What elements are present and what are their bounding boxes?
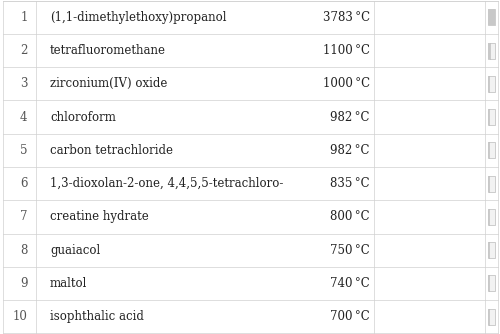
Text: 750 °C: 750 °C (330, 244, 370, 257)
Bar (488, 309, 489, 325)
Text: 9: 9 (20, 277, 28, 290)
Bar (488, 142, 490, 158)
Text: 700 °C: 700 °C (330, 310, 370, 323)
Text: 1100 °C: 1100 °C (323, 44, 370, 57)
Bar (488, 176, 489, 192)
Bar (488, 242, 489, 258)
Bar (488, 242, 495, 258)
Text: 982 °C: 982 °C (330, 144, 370, 157)
Bar (488, 76, 495, 92)
Bar (488, 176, 495, 192)
Bar (488, 9, 495, 25)
Text: chloroform: chloroform (50, 111, 116, 124)
Text: guaiacol: guaiacol (50, 244, 100, 257)
Text: 1000 °C: 1000 °C (323, 77, 370, 90)
Bar (488, 42, 495, 58)
Bar (488, 109, 490, 125)
Text: creatine hydrate: creatine hydrate (50, 210, 149, 223)
Text: maltol: maltol (50, 277, 88, 290)
Text: isophthalic acid: isophthalic acid (50, 310, 144, 323)
Text: 7: 7 (20, 210, 28, 223)
Bar (488, 209, 489, 225)
Text: 740 °C: 740 °C (330, 277, 370, 290)
Text: 5: 5 (20, 144, 28, 157)
Text: tetrafluoromethane: tetrafluoromethane (50, 44, 166, 57)
Text: 835 °C: 835 °C (330, 177, 370, 190)
Text: 2: 2 (20, 44, 28, 57)
Text: 800 °C: 800 °C (330, 210, 370, 223)
Bar (488, 142, 495, 158)
Text: 3: 3 (20, 77, 28, 90)
Text: 6: 6 (20, 177, 28, 190)
Text: 8: 8 (20, 244, 28, 257)
Bar (488, 9, 495, 25)
Bar (488, 209, 495, 225)
Bar (488, 76, 490, 92)
Text: 3783 °C: 3783 °C (323, 11, 370, 24)
Bar (488, 309, 495, 325)
Text: zirconium(IV) oxide: zirconium(IV) oxide (50, 77, 168, 90)
Text: carbon tetrachloride: carbon tetrachloride (50, 144, 173, 157)
Text: 1: 1 (20, 11, 28, 24)
Bar (488, 42, 490, 58)
Bar (488, 276, 489, 292)
Text: 982 °C: 982 °C (330, 111, 370, 124)
Text: 1,3-dioxolan-2-one, 4,4,5,5-tetrachloro-: 1,3-dioxolan-2-one, 4,4,5,5-tetrachloro- (50, 177, 284, 190)
Text: 10: 10 (12, 310, 28, 323)
Bar (488, 109, 495, 125)
Text: 4: 4 (20, 111, 28, 124)
Text: (1,1-dimethylethoxy)propanol: (1,1-dimethylethoxy)propanol (50, 11, 226, 24)
Bar (488, 276, 495, 292)
